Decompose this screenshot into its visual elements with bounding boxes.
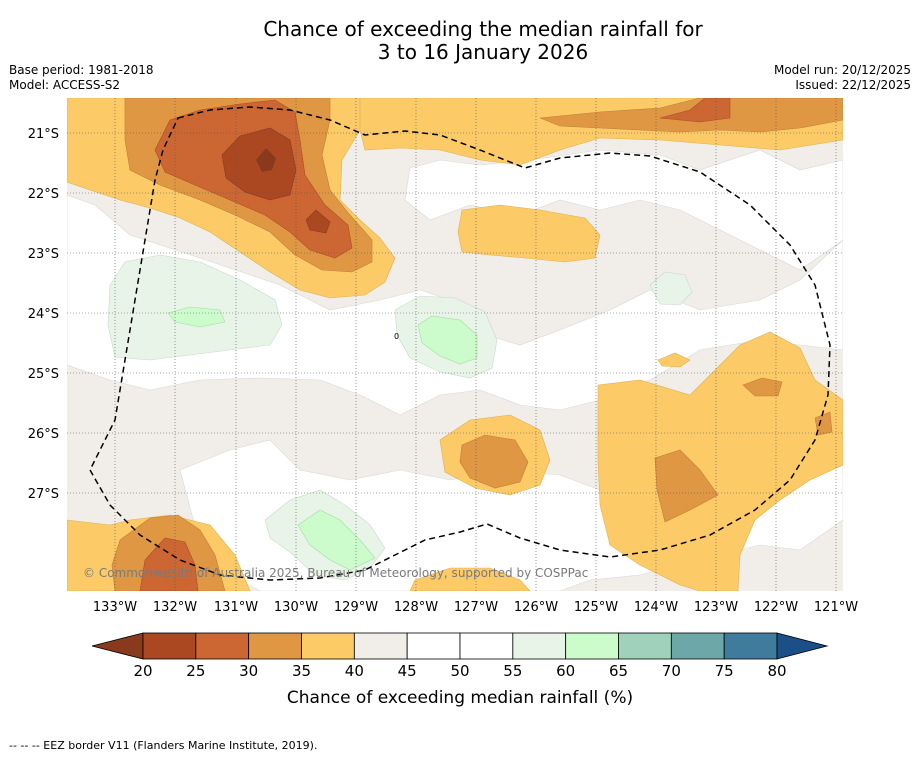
colorbar-tick-label: 40 (345, 662, 364, 680)
lat-label: 24°S (28, 307, 59, 322)
region-25-30-north-east (659, 98, 731, 123)
colorbar-swatch (406, 632, 461, 660)
contour-label: 0 (394, 332, 399, 341)
lon-label: 123°W (694, 600, 738, 615)
region-35-40-southeast (597, 331, 843, 591)
lon-label: 121°W (814, 600, 858, 615)
longitude-labels: 133°W 132°W 131°W 130°W 129°W 128°W 127°… (93, 600, 858, 615)
region-35-40-bottom (409, 567, 531, 591)
lon-label: 133°W (93, 600, 137, 615)
colorbar-label: Chance of exceeding median rainfall (%) (287, 688, 633, 708)
model-run: Model run: 20/12/2025 (773, 63, 911, 77)
region-60-65-center (417, 315, 478, 365)
colorbar-swatch (301, 632, 355, 660)
lat-label: 25°S (28, 367, 59, 382)
meta-left: Base period: 1981-2018 Model: ACCESS-S2 (9, 63, 154, 93)
colorbar-tick-label: 75 (715, 662, 734, 680)
lat-label: 27°S (28, 487, 59, 502)
region-30-35-east-edge (814, 411, 833, 436)
region-30-35-southeast (654, 449, 719, 523)
colorbar-swatch (459, 632, 514, 660)
lon-label: 125°W (574, 600, 618, 615)
lon-label: 124°W (634, 600, 678, 615)
region-below-20-core (256, 148, 276, 172)
copyright-text: © Commonwealth of Australia 2025, Bureau… (83, 566, 588, 580)
colorbar-tick-label: 20 (133, 662, 152, 680)
colorbar-tick-label: 45 (398, 662, 417, 680)
lat-label: 21°S (28, 127, 59, 142)
chart-title: Chance of exceeding the median rainfall … (0, 18, 919, 64)
colorbar-swatch (142, 632, 197, 660)
gridlines (67, 98, 843, 591)
colorbar-tick-label: 60 (556, 662, 575, 680)
rainfall-map: © Commonwealth of Australia 2025, Bureau… (67, 98, 843, 591)
lat-label: 22°S (28, 187, 59, 202)
colorbar-under-arrow (91, 632, 144, 660)
colorbar-tick-label: 70 (662, 662, 681, 680)
model-name: Model: ACCESS-S2 (9, 78, 121, 92)
title-line-2: 3 to 16 January 2026 (377, 40, 589, 64)
region-35-40-small (657, 352, 691, 368)
colorbar-swatch (195, 632, 250, 660)
colorbar-swatch (248, 632, 302, 660)
colorbar-tick-label: 25 (186, 662, 205, 680)
lon-label: 127°W (454, 600, 498, 615)
lon-label: 129°W (334, 600, 378, 615)
region-20-25-small (305, 209, 331, 234)
colorbar-over-arrow (776, 632, 829, 660)
latitude-labels: 21°S 22°S 23°S 24°S 25°S 26°S 27°S (28, 127, 59, 502)
region-30-35-south-center (459, 434, 529, 489)
colorbar-tick-label: 35 (292, 662, 311, 680)
colorbar-tick-label: 65 (609, 662, 628, 680)
lat-label: 23°S (28, 247, 59, 262)
colorbar-swatch (723, 632, 778, 660)
base-period: Base period: 1981-2018 (9, 63, 154, 77)
lon-label: 130°W (274, 600, 318, 615)
lat-label: 26°S (28, 427, 59, 442)
colorbar-swatch (565, 632, 619, 660)
eez-border (89, 106, 831, 581)
colorbar-swatch (512, 632, 567, 660)
colorbar: 20 25 30 35 40 45 50 55 60 65 70 75 80 (91, 632, 829, 680)
colorbar-tick-label: 80 (767, 662, 786, 680)
meta-right: Model run: 20/12/2025 Issued: 22/12/2025 (774, 63, 911, 93)
eez-footnote: -- -- -- EEZ border V11 (Flanders Marine… (9, 739, 318, 752)
region-45-55-west (67, 194, 843, 416)
lon-label: 132°W (153, 600, 197, 615)
lon-label: 122°W (754, 600, 798, 615)
region-60-65-west (167, 306, 226, 328)
colorbar-tick-label: 55 (503, 662, 522, 680)
region-55-60-east (649, 271, 693, 306)
colorbar-tick-label: 50 (450, 662, 469, 680)
lon-label: 126°W (514, 600, 558, 615)
issued-date: Issued: 22/12/2025 (795, 78, 911, 92)
colorbar-swatch (670, 632, 725, 660)
region-30-35-east-small (742, 377, 783, 397)
lon-label: 128°W (394, 600, 438, 615)
lon-label: 131°W (214, 600, 258, 615)
region-35-40-center (457, 204, 601, 263)
colorbar-swatch (618, 632, 672, 660)
colorbar-tick-label: 30 (239, 662, 258, 680)
colorbar-swatch (353, 632, 408, 660)
title-line-1: Chance of exceeding the median rainfall … (263, 17, 703, 41)
